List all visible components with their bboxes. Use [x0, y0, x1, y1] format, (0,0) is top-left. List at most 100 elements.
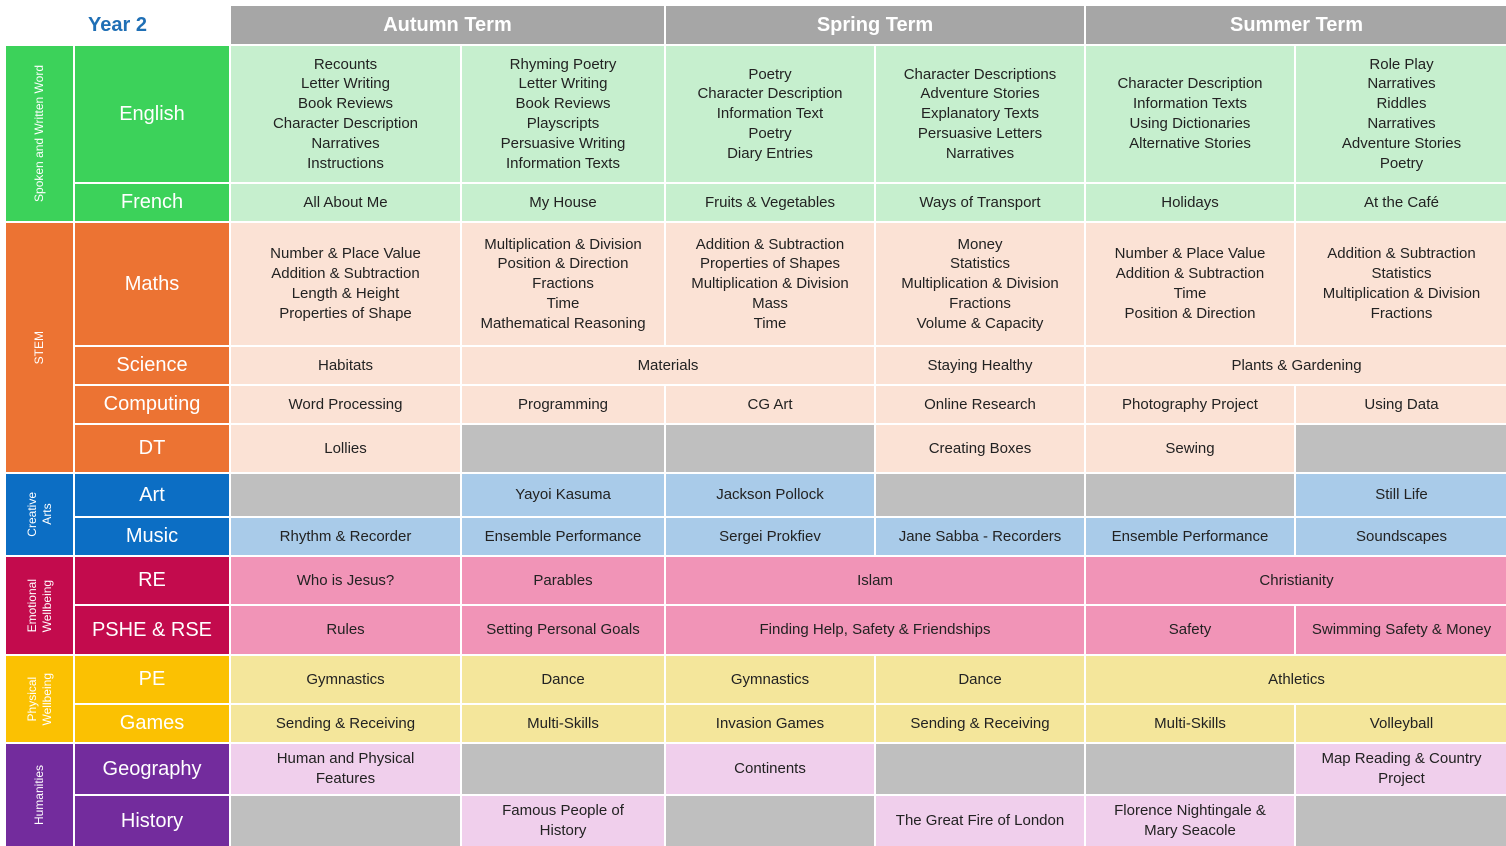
- history-spring-2: The Great Fire of London: [876, 796, 1084, 846]
- maths-autumn-1: Number & Place Value Addition & Subtract…: [231, 223, 460, 345]
- geography-autumn-1: Human and Physical Features: [231, 744, 460, 794]
- pe-autumn-1: Gymnastics: [231, 656, 460, 703]
- games-summer-1: Multi-Skills: [1086, 705, 1294, 742]
- music-spring-2: Jane Sabba - Recorders: [876, 518, 1084, 555]
- science-spring-2: Staying Healthy: [876, 347, 1084, 384]
- spring-term-header: Spring Term: [666, 6, 1084, 44]
- empty-cell: [666, 796, 874, 846]
- subject-games: Games: [75, 705, 229, 742]
- english-autumn-1: Recounts Letter Writing Book Reviews Cha…: [231, 46, 460, 182]
- english-autumn-2: Rhyming Poetry Letter Writing Book Revie…: [462, 46, 664, 182]
- english-summer-2: Role Play Narratives Riddles Narratives …: [1296, 46, 1506, 182]
- pshe-summer-2: Swimming Safety & Money: [1296, 606, 1506, 654]
- french-autumn-1: All About Me: [231, 184, 460, 221]
- subject-english: English: [75, 46, 229, 182]
- art-summer-2: Still Life: [1296, 474, 1506, 516]
- pshe-autumn-1: Rules: [231, 606, 460, 654]
- group-label: Emotional Wellbeing: [24, 578, 54, 633]
- dt-autumn-1: Lollies: [231, 425, 460, 472]
- subject-history: History: [75, 796, 229, 846]
- empty-cell: [231, 796, 460, 846]
- group-label: Creative Arts: [24, 492, 54, 537]
- autumn-term-header: Autumn Term: [231, 6, 664, 44]
- pshe-summer-1: Safety: [1086, 606, 1294, 654]
- music-summer-1: Ensemble Performance: [1086, 518, 1294, 555]
- music-summer-2: Soundscapes: [1296, 518, 1506, 555]
- maths-autumn-2: Multiplication & Division Position & Dir…: [462, 223, 664, 345]
- art-spring-1: Jackson Pollock: [666, 474, 874, 516]
- subject-maths: Maths: [75, 223, 229, 345]
- empty-cell: [876, 744, 1084, 794]
- computing-spring-1: CG Art: [666, 386, 874, 423]
- subject-art: Art: [75, 474, 229, 516]
- year-title: Year 2: [6, 6, 229, 44]
- empty-cell: [1086, 474, 1294, 516]
- french-autumn-2: My House: [462, 184, 664, 221]
- group-label: STEM: [32, 330, 46, 365]
- pe-spring-2: Dance: [876, 656, 1084, 703]
- subject-dt: DT: [75, 425, 229, 472]
- pshe-spring: Finding Help, Safety & Friendships: [666, 606, 1084, 654]
- geography-summer-2: Map Reading & Country Project: [1296, 744, 1506, 794]
- empty-cell: [231, 474, 460, 516]
- group-stem: STEM: [6, 223, 73, 472]
- science-autumn-2-spring-1: Materials: [462, 347, 874, 384]
- pshe-autumn-2: Setting Personal Goals: [462, 606, 664, 654]
- group-emotional-wellbeing: Emotional Wellbeing: [6, 557, 73, 654]
- summer-term-header: Summer Term: [1086, 6, 1506, 44]
- dt-summer-1: Sewing: [1086, 425, 1294, 472]
- group-physical-wellbeing: Physical Wellbeing: [6, 656, 73, 742]
- science-summer: Plants & Gardening: [1086, 347, 1506, 384]
- subject-geography: Geography: [75, 744, 229, 794]
- english-spring-2: Character Descriptions Adventure Stories…: [876, 46, 1084, 182]
- dt-spring-2: Creating Boxes: [876, 425, 1084, 472]
- geography-spring-1: Continents: [666, 744, 874, 794]
- computing-autumn-1: Word Processing: [231, 386, 460, 423]
- subject-music: Music: [75, 518, 229, 555]
- games-summer-2: Volleyball: [1296, 705, 1506, 742]
- group-label: Physical Wellbeing: [24, 672, 54, 726]
- empty-cell: [666, 425, 874, 472]
- computing-summer-2: Using Data: [1296, 386, 1506, 423]
- pe-summer: Athletics: [1086, 656, 1506, 703]
- games-spring-1: Invasion Games: [666, 705, 874, 742]
- science-autumn-1: Habitats: [231, 347, 460, 384]
- maths-spring-1: Addition & Subtraction Properties of Sha…: [666, 223, 874, 345]
- games-spring-2: Sending & Receiving: [876, 705, 1084, 742]
- group-humanities: Humanities: [6, 744, 73, 846]
- computing-spring-2: Online Research: [876, 386, 1084, 423]
- re-autumn-2: Parables: [462, 557, 664, 604]
- maths-summer-1: Number & Place Value Addition & Subtract…: [1086, 223, 1294, 345]
- re-spring: Islam: [666, 557, 1084, 604]
- empty-cell: [462, 744, 664, 794]
- art-autumn-2: Yayoi Kasuma: [462, 474, 664, 516]
- history-summer-1: Florence Nightingale & Mary Seacole: [1086, 796, 1294, 846]
- subject-pe: PE: [75, 656, 229, 703]
- group-label: Humanities: [32, 764, 46, 826]
- subject-science: Science: [75, 347, 229, 384]
- maths-summer-2: Addition & Subtraction Statistics Multip…: [1296, 223, 1506, 345]
- games-autumn-1: Sending & Receiving: [231, 705, 460, 742]
- french-spring-2: Ways of Transport: [876, 184, 1084, 221]
- english-spring-1: Poetry Character Description Information…: [666, 46, 874, 182]
- re-summer: Christianity: [1086, 557, 1506, 604]
- empty-cell: [1296, 425, 1506, 472]
- subject-computing: Computing: [75, 386, 229, 423]
- group-creative-arts: Creative Arts: [6, 474, 73, 555]
- maths-spring-2: Money Statistics Multiplication & Divisi…: [876, 223, 1084, 345]
- music-autumn-2: Ensemble Performance: [462, 518, 664, 555]
- pe-autumn-2: Dance: [462, 656, 664, 703]
- computing-autumn-2: Programming: [462, 386, 664, 423]
- empty-cell: [1086, 744, 1294, 794]
- computing-summer-1: Photography Project: [1086, 386, 1294, 423]
- music-spring-1: Sergei Prokfiev: [666, 518, 874, 555]
- curriculum-grid: Year 2 Autumn Term Spring Term Summer Te…: [6, 6, 1506, 846]
- french-spring-1: Fruits & Vegetables: [666, 184, 874, 221]
- empty-cell: [876, 474, 1084, 516]
- group-spoken-written-word: Spoken and Written Word: [6, 46, 73, 221]
- group-label: Spoken and Written Word: [32, 65, 46, 202]
- re-autumn-1: Who is Jesus?: [231, 557, 460, 604]
- history-autumn-2: Famous People of History: [462, 796, 664, 846]
- subject-re: RE: [75, 557, 229, 604]
- subject-french: French: [75, 184, 229, 221]
